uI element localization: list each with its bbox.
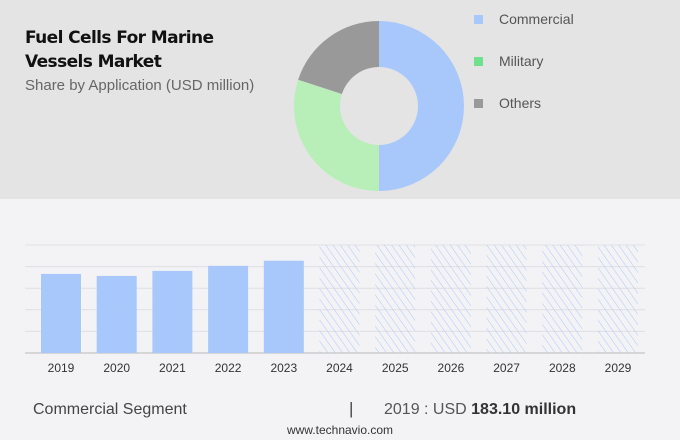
x-tick-label: 2020 [103,361,130,375]
bar-2019 [41,273,81,353]
bar-2021 [152,270,193,353]
legend-label: Commercial [499,11,574,27]
bar-2023 [263,260,304,353]
x-tick-label: 2022 [215,361,242,375]
x-tick-label: 2024 [326,361,353,375]
chart-title: Fuel Cells For Marine Vessels Market [25,28,214,72]
forecast-bar-2028 [542,245,583,353]
forecast-bar-2029 [598,245,638,353]
x-tick-label: 2027 [493,361,520,375]
x-tick-label: 2019 [48,361,75,375]
chart-subtitle: Share by Application (USD million) [25,77,255,94]
value-prefix: 2019 : USD [384,401,472,418]
segment-label: Commercial Segment [33,401,187,418]
legend-item-others: Others [474,95,541,111]
bar-2022 [208,265,249,353]
forecast-bar-2024 [319,245,360,353]
website: www.technavio.com [286,423,394,437]
donut-slice-commercial [379,21,464,191]
x-tick-label: 2023 [270,361,297,375]
donut-slice-military [294,79,379,191]
separator: | [349,399,354,418]
forecast-bar-2027 [486,245,527,353]
forecast-bar-2026 [430,245,471,353]
x-tick-label: 2025 [382,361,409,375]
legend-label: Military [499,53,544,69]
x-tick-label: 2021 [159,361,186,375]
legend-item-military: Military [474,53,543,69]
legend-swatch [474,14,483,24]
x-tick-label: 2026 [438,361,465,375]
bar-2020 [96,275,137,353]
x-tick-label: 2029 [605,361,632,375]
segment-value: 2019 : USD 183.10 million [384,401,576,419]
legend-swatch [474,56,483,66]
forecast-bar-2025 [375,245,416,353]
donut-slice-others [298,21,379,94]
value-amount: 183.10 million [471,401,577,418]
legend-swatch [474,98,483,108]
legend-label: Others [499,95,542,111]
legend-item-commercial: Commercial [474,11,574,27]
x-tick-label: 2028 [549,361,576,375]
